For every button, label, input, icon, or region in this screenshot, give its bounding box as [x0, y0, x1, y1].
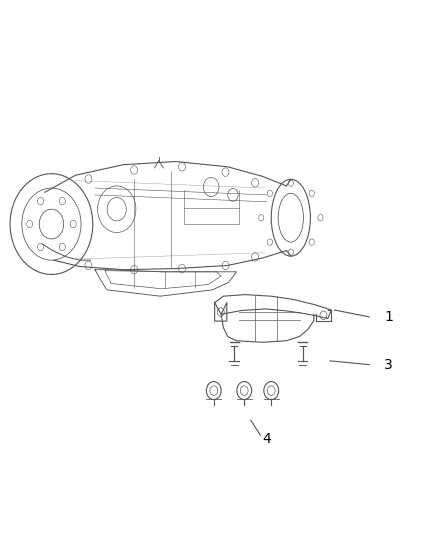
Text: 4: 4 — [262, 432, 271, 446]
Text: 3: 3 — [385, 358, 393, 372]
Text: 1: 1 — [385, 310, 393, 324]
